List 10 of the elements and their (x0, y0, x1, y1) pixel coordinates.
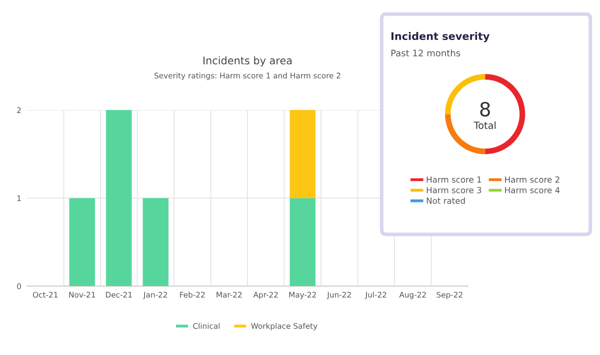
legend-label: Not rated (426, 197, 465, 204)
text: Total (474, 121, 496, 129)
legend-label: Harm score 3 (426, 186, 482, 194)
legend-label: Harm score 4 (505, 187, 560, 194)
chart-title: Incident severity (391, 32, 490, 42)
chart-subtitle: Past 12 months (391, 49, 460, 56)
chart-title: Incidents by area (203, 56, 292, 66)
legend-label: Harm score 1 (426, 176, 482, 183)
legend-label: Harm score 2 (505, 176, 560, 183)
text: 8 (480, 102, 490, 117)
